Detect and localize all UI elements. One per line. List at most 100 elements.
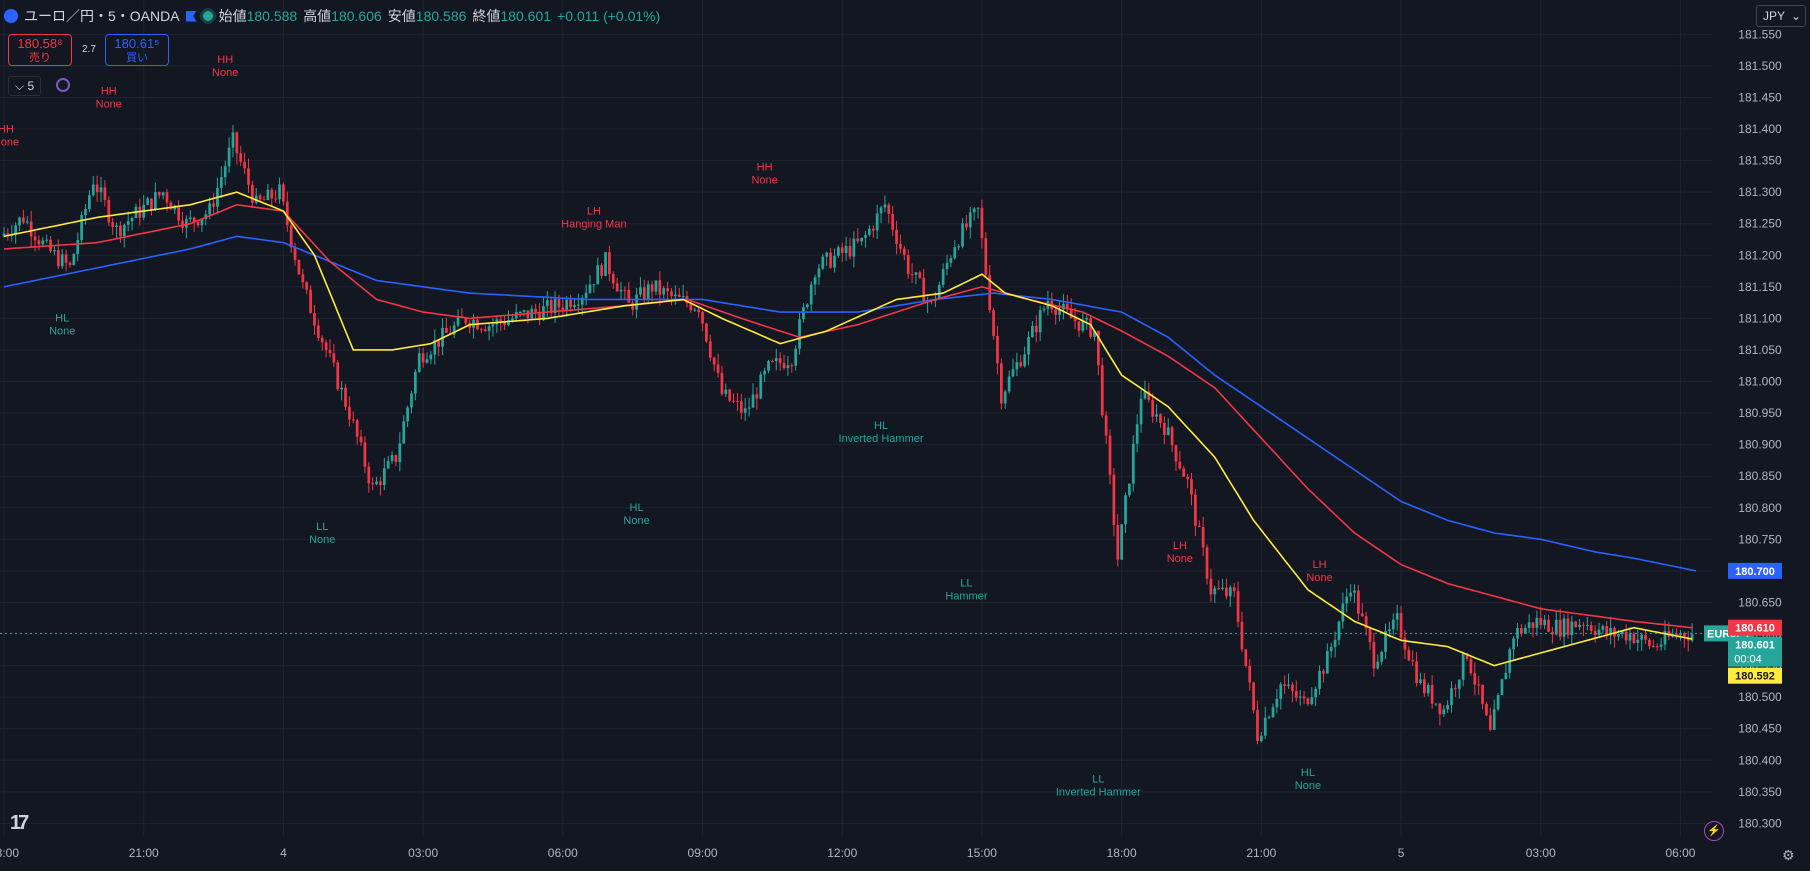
candle-body: [1244, 649, 1248, 666]
candle-body: [115, 225, 118, 227]
candle-body: [1058, 309, 1061, 315]
candle-body: [1065, 303, 1069, 310]
candle-body: [1116, 525, 1120, 560]
ma-slow-line: [3, 235, 1697, 572]
candle-body: [1403, 637, 1407, 650]
candle-body: [662, 288, 666, 295]
pattern-label-type: LL: [316, 521, 328, 533]
price-label-bg: [1728, 667, 1782, 684]
candle-body: [305, 282, 309, 290]
candle-body: [45, 239, 49, 241]
candle-body: [1170, 427, 1174, 446]
candle-body: [254, 195, 258, 203]
candle-body: [794, 348, 798, 366]
candle-body: [957, 246, 961, 248]
candle-body: [363, 442, 367, 467]
low-label: 安値: [387, 8, 416, 24]
candle-body: [666, 288, 669, 292]
pattern-label-type: HH: [757, 161, 773, 173]
candle-body: [1194, 494, 1197, 526]
symbol-title[interactable]: ユーロ／円・5・OANDA: [24, 8, 180, 24]
candle-body: [1120, 524, 1124, 560]
candle-body: [1349, 592, 1352, 597]
candle-body: [29, 221, 33, 237]
candle-body: [1380, 651, 1384, 662]
candle-body: [503, 322, 506, 326]
candle-body: [1589, 625, 1593, 631]
candle-body: [1690, 634, 1694, 641]
candle-body: [390, 455, 394, 461]
candle-body: [1201, 527, 1205, 548]
y-tick-label: 181.400: [1738, 122, 1782, 136]
candle-body: [22, 217, 25, 223]
candle-body: [771, 360, 774, 362]
y-tick-label: 180.850: [1738, 469, 1782, 483]
candle-body: [1496, 695, 1500, 710]
sell-price: 180.58⁸: [17, 36, 63, 51]
y-tick-label: 181.050: [1738, 343, 1782, 357]
pattern-label-type: HH: [0, 124, 14, 136]
candle-body: [976, 207, 980, 209]
candle-body: [615, 283, 619, 292]
candle-body: [681, 296, 685, 298]
candle-body: [1217, 588, 1221, 590]
candle-body: [1108, 435, 1112, 475]
candle-body: [1632, 633, 1636, 643]
gear-icon[interactable]: ⚙: [1782, 847, 1795, 863]
candle-body: [282, 184, 285, 202]
candle-body: [394, 455, 398, 463]
x-tick-label: 03:00: [1526, 846, 1556, 860]
candle-body: [1570, 621, 1574, 636]
candle-body: [883, 204, 887, 208]
candle-body: [914, 272, 918, 275]
flag-icon[interactable]: [185, 10, 197, 22]
candle-body: [1325, 651, 1329, 674]
candle-body: [95, 184, 99, 193]
candle-body: [654, 280, 658, 292]
candle-body: [1322, 670, 1325, 674]
candle-body: [1651, 646, 1655, 648]
candle-body: [522, 310, 526, 312]
candle-body: [386, 460, 390, 469]
bolt-icon[interactable]: ⚡: [1704, 821, 1724, 841]
candle-body: [1228, 587, 1232, 597]
candle-body: [891, 214, 895, 230]
candle-body: [332, 353, 336, 363]
tradingview-logo[interactable]: 17: [10, 812, 29, 834]
candle-body: [984, 238, 988, 275]
candle-body: [351, 419, 355, 421]
candle-body: [1624, 631, 1628, 641]
candle-body: [573, 305, 576, 308]
candle-body: [576, 304, 580, 306]
candle-body: [635, 294, 638, 310]
candle-body: [1019, 362, 1023, 367]
candle-body: [1422, 679, 1426, 694]
candle-body: [1186, 476, 1189, 480]
candle-body: [1011, 369, 1015, 377]
candle-body: [1504, 672, 1508, 680]
candle-body: [1345, 596, 1349, 604]
candle-body: [84, 209, 87, 216]
candle-body: [328, 350, 332, 354]
candle-body: [1454, 688, 1457, 690]
candle-body: [1597, 629, 1601, 635]
sync-icon[interactable]: [56, 78, 70, 92]
candle-body: [1027, 337, 1030, 355]
buy-button[interactable]: 180.61⁵ 買い: [105, 34, 169, 66]
interval-toggle[interactable]: ⌵ 5: [8, 76, 42, 96]
candle-body: [642, 287, 646, 300]
candle-body: [1636, 639, 1640, 643]
candle-body: [1426, 685, 1430, 694]
sell-button[interactable]: 180.58⁸ 売り: [8, 34, 72, 66]
candle-body: [1558, 619, 1562, 637]
low-value: 180.586: [415, 8, 467, 24]
pattern-label-candle: Inverted Hammer: [1056, 786, 1141, 798]
pattern-label-type: HL: [1301, 767, 1315, 779]
candle-body: [402, 421, 406, 444]
candle-body: [153, 192, 157, 210]
currency-value: JPY: [1763, 9, 1786, 23]
candle-body: [445, 327, 448, 333]
currency-select[interactable]: JPY ⌄: [1756, 5, 1806, 27]
candle-body: [1574, 621, 1578, 628]
